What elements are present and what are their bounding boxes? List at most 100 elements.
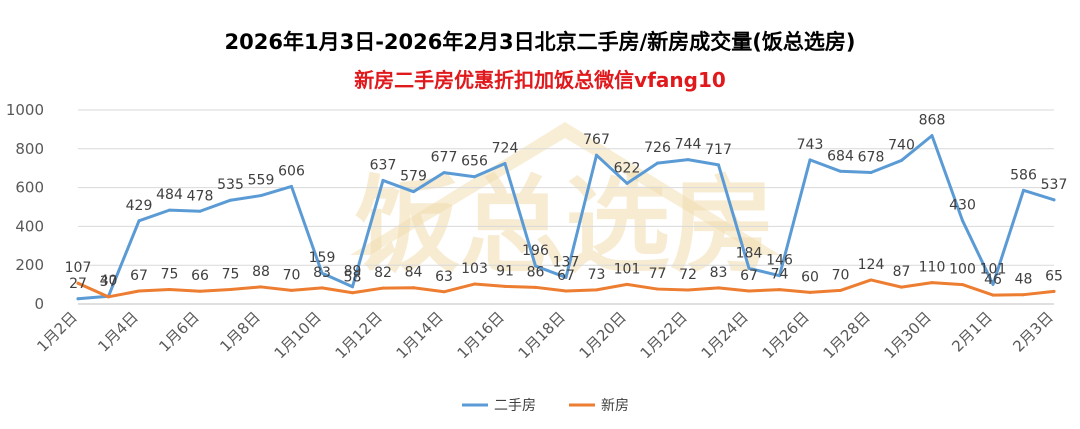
x-axis: 1月2日 1月4日 1月6日 1月8日 1月10日 1月12日 1月14日 1月16日 1月18… [33, 303, 1057, 362]
data-label: 48 [1015, 272, 1033, 288]
data-label: 27 [69, 276, 87, 292]
data-point [778, 274, 781, 278]
data-label: 586 [1010, 167, 1037, 183]
y-tick-label: 0 [34, 295, 44, 313]
data-point [168, 287, 171, 291]
data-point [442, 171, 446, 175]
data-point [473, 282, 476, 286]
grid-lines [78, 109, 1054, 266]
data-label: 101 [614, 261, 641, 277]
data-point [259, 194, 263, 198]
data-label: 868 [919, 113, 946, 129]
data-label: 478 [187, 188, 214, 204]
x-tick-label: 1月24日 [698, 308, 752, 362]
data-point [839, 169, 842, 173]
x-tick-label: 1月4日 [94, 308, 141, 355]
data-label: 678 [858, 149, 885, 165]
data-point [503, 284, 507, 288]
legend-item-1[interactable]: 新房 [569, 398, 629, 414]
x-tick-label: 2月1日 [948, 308, 995, 355]
series-lines [76, 134, 1056, 301]
data-point [686, 288, 690, 292]
data-point [595, 288, 598, 292]
data-point [320, 286, 324, 290]
data-point [473, 175, 476, 179]
data-label: 40 [100, 273, 118, 289]
data-label: 37 [100, 274, 118, 290]
data-point [991, 293, 995, 297]
data-label: 58 [344, 270, 362, 286]
legend-item-0[interactable]: 二手房 [462, 398, 536, 414]
data-point [76, 281, 80, 285]
data-label: 63 [435, 269, 453, 285]
x-tick-label: 1月18日 [515, 308, 569, 362]
data-point [534, 285, 537, 289]
legend[interactable]: 二手房 新房 [462, 398, 629, 414]
data-label: 767 [583, 132, 610, 148]
data-label: 74 [771, 267, 789, 283]
x-tick-label: 1月14日 [393, 308, 447, 362]
data-label: 726 [644, 140, 671, 156]
data-point [381, 286, 385, 290]
data-point [503, 162, 507, 166]
data-label: 535 [217, 177, 244, 193]
data-point [747, 266, 751, 270]
x-tick-label: 1月6日 [155, 308, 202, 355]
data-point [625, 282, 629, 286]
data-point [442, 290, 446, 294]
data-point [381, 178, 385, 182]
data-label: 196 [522, 243, 549, 259]
data-label: 66 [191, 268, 209, 284]
data-label: 60 [801, 269, 819, 285]
data-label: 82 [374, 265, 392, 281]
data-label: 77 [649, 266, 667, 282]
x-tick-label: 1月16日 [454, 308, 508, 362]
data-label: 67 [557, 268, 575, 284]
data-label: 744 [675, 137, 702, 153]
data-label: 622 [614, 160, 641, 176]
chart-subtitle: 新房二手房优惠折扣加饭总微信vfang10 [354, 68, 726, 92]
data-point [717, 163, 720, 167]
data-label: 656 [461, 154, 488, 170]
data-label: 67 [740, 268, 758, 284]
data-point [351, 291, 354, 295]
data-label: 484 [156, 187, 183, 203]
data-label: 537 [1041, 177, 1068, 193]
x-tick-label: 1月20日 [576, 308, 630, 362]
data-point [137, 219, 141, 223]
data-label: 46 [984, 272, 1002, 288]
data-point [107, 295, 110, 299]
legend-label: 新房 [601, 398, 629, 414]
data-label: 73 [588, 267, 606, 283]
x-tick-label: 1月26日 [759, 308, 813, 362]
data-point [168, 208, 171, 212]
data-point [412, 286, 415, 290]
data-label: 86 [527, 264, 545, 280]
data-point [961, 283, 964, 287]
data-label: 65 [1045, 268, 1063, 284]
data-label: 91 [496, 263, 514, 279]
x-tick-label: 1月28日 [820, 308, 874, 362]
data-point [808, 290, 812, 294]
data-label: 159 [309, 250, 336, 266]
data-label: 75 [161, 266, 179, 282]
data-point [991, 282, 995, 286]
data-point [198, 209, 202, 213]
data-label: 110 [919, 260, 946, 276]
y-axis: 0 200 400 600 800 1000 [6, 101, 44, 313]
data-label: 89 [344, 264, 362, 280]
x-tick-label: 1月30日 [881, 308, 935, 362]
data-label: 124 [858, 257, 885, 273]
data-label: 83 [710, 265, 728, 281]
legend-label: 二手房 [494, 398, 536, 414]
data-point [76, 297, 80, 301]
data-label: 101 [980, 261, 1007, 277]
data-label: 637 [370, 157, 397, 173]
data-point [1052, 289, 1056, 293]
data-label: 429 [126, 198, 153, 214]
data-point [930, 281, 934, 285]
data-label: 103 [461, 261, 488, 277]
data-label: 72 [679, 267, 697, 283]
